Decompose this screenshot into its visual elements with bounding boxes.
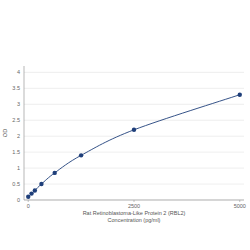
- data-point: [132, 128, 136, 132]
- grid-line: [24, 120, 244, 121]
- data-point: [238, 93, 242, 97]
- data-point: [79, 153, 83, 157]
- chart-svg: 0 0.5 1 1.5 2 2.5 3 3.5 4 0 2500 5000 Rat Retinoblas…: [0, 0, 250, 250]
- data-point: [39, 182, 43, 186]
- y-tick-label: 2: [17, 133, 20, 139]
- y-axis: [24, 66, 25, 200]
- data-point: [33, 188, 37, 192]
- x-axis-label: Concentration (pg/ml): [108, 217, 161, 223]
- y-tick-label: 2.5: [12, 117, 20, 123]
- y-axis-label: OD: [2, 129, 8, 137]
- grid-line: [24, 72, 244, 73]
- data-point: [29, 191, 33, 195]
- curve: [28, 95, 240, 197]
- y-tick-label: 4: [17, 69, 20, 75]
- grid-line: [24, 88, 244, 89]
- x-tick-label: 5000: [234, 203, 246, 209]
- grid-line: [24, 168, 244, 169]
- grid-line: [24, 184, 244, 185]
- grid-line: [24, 152, 244, 153]
- y-tick-label: 3: [17, 101, 20, 107]
- y-tick-label: 0.5: [12, 181, 20, 187]
- grid-line: [24, 136, 244, 137]
- y-tick-label: 1.5: [12, 149, 20, 155]
- data-point: [26, 195, 30, 199]
- x-axis-label: Rat Retinoblastoma-Like Protein 2 (RBL2): [83, 210, 186, 216]
- x-axis: [24, 200, 244, 201]
- chart-container: 0 0.5 1 1.5 2 2.5 3 3.5 4 0 2500 5000 Rat Retinoblas…: [0, 0, 250, 250]
- y-tick-label: 3.5: [12, 85, 20, 91]
- x-tick-label: 2500: [128, 203, 140, 209]
- y-tick-label: 0: [17, 197, 20, 203]
- x-tick-label: 0: [27, 203, 30, 209]
- data-point: [52, 171, 56, 175]
- y-tick-label: 1: [17, 165, 20, 171]
- plot-area: [26, 93, 242, 199]
